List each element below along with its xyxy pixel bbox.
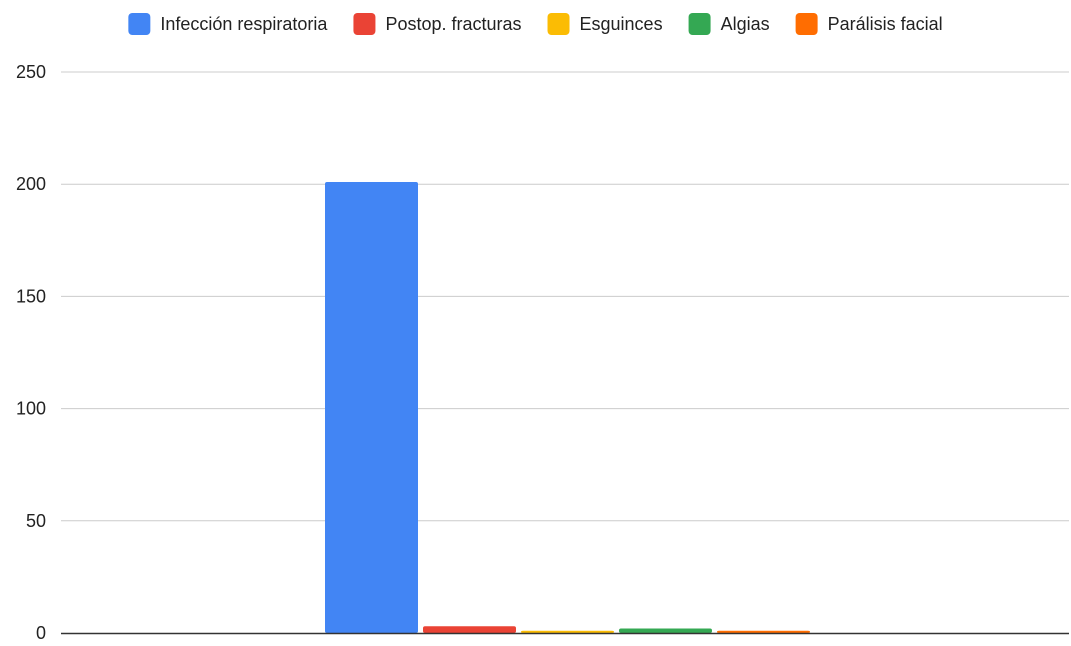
legend-label-paralisis-facial: Parálisis facial [828,14,943,34]
legend-swatch-infeccion-respiratoria [128,13,151,35]
bar-postop-fracturas [423,626,516,633]
bar-esguinces [521,630,614,633]
legend: Infección respiratoria Postop. fracturas E… [128,13,943,35]
legend-label-postop-fracturas: Postop. fracturas [385,14,521,34]
legend-label-esguinces: Esguinces [580,14,663,34]
bar-paralisis-facial [717,630,810,633]
y-tick-label: 200 [16,174,46,194]
y-tick-label: 50 [26,511,46,531]
gridlines [61,71,1069,522]
y-tick-label: 0 [36,623,46,641]
bar-algias [619,628,712,633]
y-tick-label: 150 [16,286,46,306]
y-tick-label: 250 [16,62,46,82]
bars [325,181,810,633]
legend-label-infeccion-respiratoria: Infección respiratoria [160,14,328,34]
y-axis: 0 50 100 150 200 250 [16,62,46,643]
legend-swatch-esguinces [547,13,570,35]
legend-swatch-algias [688,13,711,35]
y-tick-label: 100 [16,399,46,419]
legend-swatch-paralisis-facial [795,13,818,35]
legend-label-algias: Algias [721,14,770,34]
bar-infeccion-respiratoria [325,181,418,633]
legend-swatch-postop-fracturas [353,13,376,35]
